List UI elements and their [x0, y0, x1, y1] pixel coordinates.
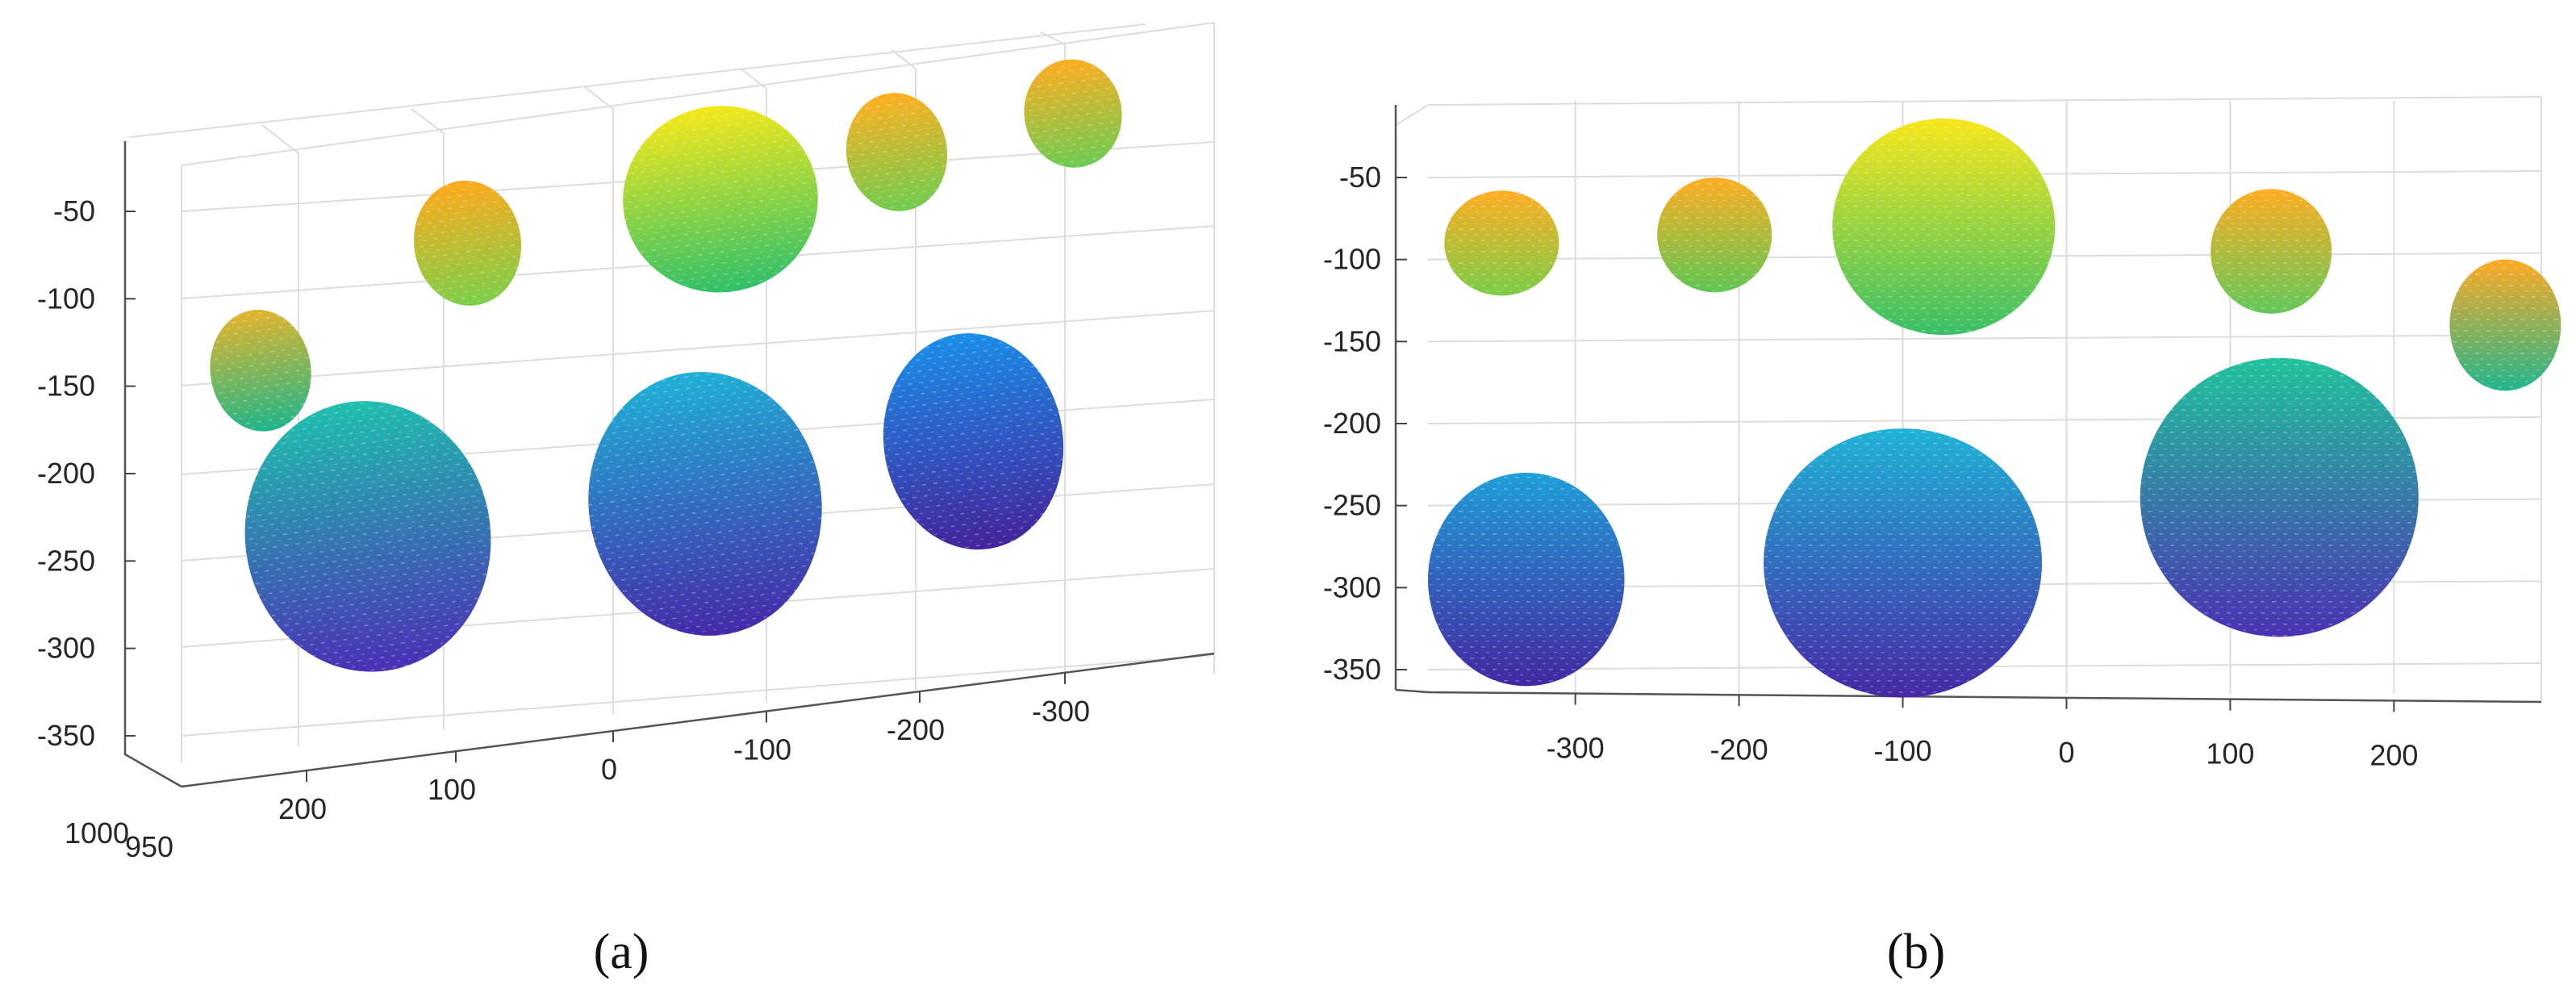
panel-a-y-tick-label: -100 [37, 282, 95, 315]
panel-a-y-tick-label: -50 [53, 194, 95, 228]
panel-a-point-cloud-texture [413, 180, 522, 306]
panel-b-grid [1395, 96, 2542, 702]
panel-b-point-cloud-texture [1428, 473, 1625, 687]
panel-b-y-tick-label: -300 [1323, 570, 1381, 603]
panel-b-x-tick-label: 0 [2058, 736, 2074, 769]
panel-b-x-tick-label: 100 [2206, 737, 2254, 770]
panel-b-y-tick-label: -350 [1323, 653, 1381, 686]
panel-b-y-tick-label: -150 [1323, 324, 1381, 357]
panel-b-x-tick-label: 200 [2369, 738, 2418, 771]
panel-a-y-tick-label: -150 [37, 370, 95, 403]
panel-b-x-ticks: -300 -200 -100 0 100 200 [1547, 693, 2418, 771]
panel-b-x-tick-label: -200 [1710, 733, 1768, 766]
panel-b-point-clouds [1428, 118, 2561, 698]
panel-a-point-cloud-texture [1024, 59, 1122, 168]
panel-a-point-cloud-texture [845, 93, 948, 211]
panel-b-point-cloud-texture [2140, 357, 2419, 637]
panel-a-plot: -50-100-150-200-250-300-350 2001000-100-… [37, 22, 1215, 979]
panel-a-y-tick-label: -350 [37, 719, 95, 752]
panel-b-y-ticks: -50 -100 -150 -200 -250 -300 -350 [1323, 161, 1407, 686]
panel-a-axes [123, 141, 1215, 788]
panel-b-y-tick-label: -200 [1323, 407, 1381, 440]
panel-a-x-tick-label: 200 [278, 792, 327, 825]
panel-b-axes [1394, 105, 2542, 704]
panel-a-x-tick-label: 0 [601, 753, 617, 786]
panel-b-y-tick-label: -50 [1339, 161, 1381, 194]
panel-b-plot: -50 -100 -150 -200 -250 -300 -350 -300 -200 -100… [1323, 96, 2561, 979]
panel-b-y-tick-label: -250 [1323, 489, 1381, 522]
panel-a-point-cloud-texture [244, 401, 491, 672]
panel-b-x-tick-label: -100 [1873, 734, 1931, 767]
panel-a-y-tick-label: -250 [37, 544, 95, 577]
panel-b-label: (b) [1887, 925, 1945, 979]
panel-a-point-clouds [210, 59, 1122, 672]
panel-b-point-cloud-texture [1764, 428, 2043, 698]
panel-a-point-cloud-texture [883, 333, 1064, 550]
panel-b-x-tick-label: -300 [1547, 732, 1605, 765]
panel-a-y-ticks: -50 -100 -150 -200 -250 -300 -350 [37, 194, 136, 752]
panel-a-y-tick-label: -300 [37, 632, 95, 665]
panel-a-point-cloud-texture [210, 309, 311, 432]
panel-a-x-tick-label: -300 [1032, 695, 1090, 728]
panel-b-point-cloud-texture [1444, 190, 1559, 296]
panel-b-point-cloud-texture [1832, 118, 2056, 336]
panel-a-point-cloud-texture [623, 106, 818, 293]
panel-a-x-tick-label: -200 [887, 713, 945, 746]
panel-b-point-cloud-texture [2449, 259, 2561, 391]
panel-a-point-cloud-texture [588, 372, 822, 636]
panel-a-label: (a) [594, 925, 649, 979]
panel-a-x-ticks: 200 100 0 -100 -200 -300 [278, 672, 1090, 825]
panel-a-depth-tick-label: 950 [125, 830, 173, 863]
panel-a-x-tick-label: -100 [733, 733, 791, 766]
panel-a-x-tick-label: 100 [428, 773, 476, 806]
panel-b-y-tick-label: -100 [1323, 243, 1381, 276]
panel-a-depth-tick-label: 1000 [65, 816, 129, 850]
panel-b-point-cloud-texture [1657, 177, 1772, 293]
panel-b-point-cloud-texture [2211, 189, 2332, 314]
panel-b-h-gridline [1427, 334, 2542, 343]
panel-a-y-tick-label: -200 [37, 457, 95, 490]
